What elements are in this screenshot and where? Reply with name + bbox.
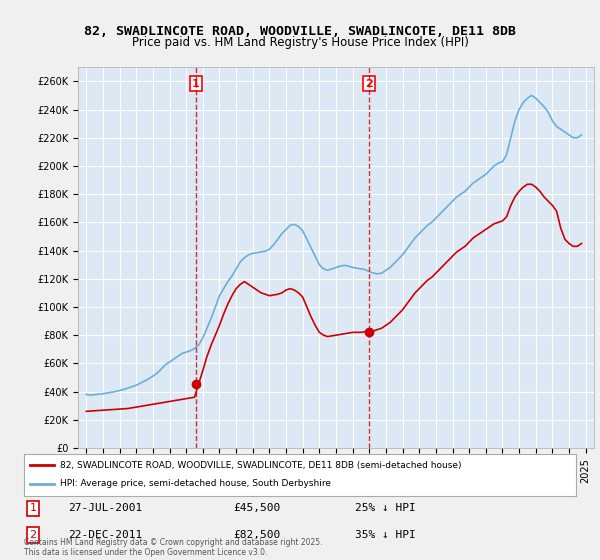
Text: 25% ↓ HPI: 25% ↓ HPI [355,503,416,514]
Text: 1: 1 [29,503,37,514]
Text: 82, SWADLINCOTE ROAD, WOODVILLE, SWADLINCOTE, DE11 8DB (semi-detached house): 82, SWADLINCOTE ROAD, WOODVILLE, SWADLIN… [60,461,461,470]
Text: 22-DEC-2011: 22-DEC-2011 [68,530,142,540]
Text: Price paid vs. HM Land Registry's House Price Index (HPI): Price paid vs. HM Land Registry's House … [131,36,469,49]
Text: 2: 2 [365,78,373,88]
Text: 27-JUL-2001: 27-JUL-2001 [68,503,142,514]
Text: 35% ↓ HPI: 35% ↓ HPI [355,530,416,540]
Text: HPI: Average price, semi-detached house, South Derbyshire: HPI: Average price, semi-detached house,… [60,479,331,488]
Text: £82,500: £82,500 [234,530,281,540]
Text: £45,500: £45,500 [234,503,281,514]
Text: Contains HM Land Registry data © Crown copyright and database right 2025.
This d: Contains HM Land Registry data © Crown c… [24,538,323,557]
Text: 2: 2 [29,530,37,540]
Text: 1: 1 [192,78,200,88]
Text: 82, SWADLINCOTE ROAD, WOODVILLE, SWADLINCOTE, DE11 8DB: 82, SWADLINCOTE ROAD, WOODVILLE, SWADLIN… [84,25,516,38]
